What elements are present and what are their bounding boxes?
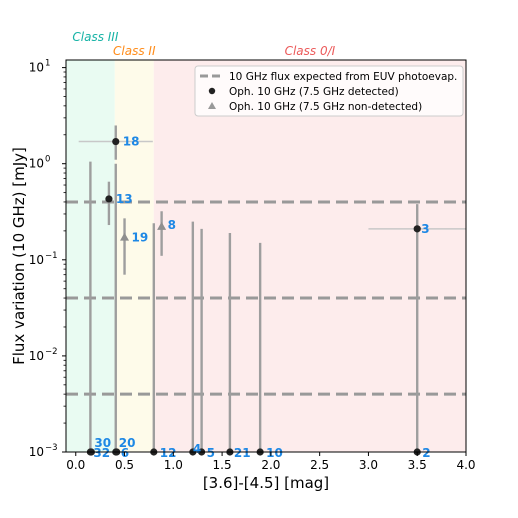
y-tick-label: 10 — [29, 445, 44, 459]
point-label: 30 — [94, 436, 111, 450]
legend-marker — [208, 102, 216, 109]
point-label: 3 — [421, 222, 429, 236]
point-label: 8 — [168, 218, 176, 232]
y-tick-exponent: 1 — [45, 59, 50, 69]
point-label: 4 — [193, 442, 201, 456]
data-point — [413, 225, 421, 233]
euv-reference-lines — [66, 200, 466, 396]
y-tick-exponent: −2 — [45, 347, 58, 357]
x-tick-label: 2.5 — [310, 458, 329, 472]
legend-marker — [208, 87, 216, 95]
x-tick-label: 0.0 — [66, 458, 85, 472]
x-tick-label: 2.0 — [261, 458, 280, 472]
point-label: 32 — [93, 446, 110, 460]
class-region — [114, 60, 154, 452]
legend-label: Oph. 10 GHz (7.5 GHz non-detected) — [229, 101, 422, 113]
class-region-label: Class 0/I — [285, 44, 336, 58]
point-label: 18 — [123, 135, 140, 149]
point-label: 5 — [207, 446, 215, 460]
x-tick-label: 3.5 — [408, 458, 427, 472]
data-point — [105, 195, 113, 203]
y-tick-label: 10 — [29, 253, 44, 267]
class-regions — [66, 60, 466, 452]
point-label: 2 — [422, 446, 430, 460]
class-region-label: Class III — [72, 30, 118, 44]
y-tick-label: 10 — [29, 349, 44, 363]
class-region-label: Class II — [113, 44, 156, 58]
y-tick-exponent: 0 — [45, 155, 50, 165]
y-tick-exponent: −3 — [45, 443, 58, 453]
x-tick-label: 4.0 — [456, 458, 475, 472]
x-axis-ticks: 0.0 0.5 1.0 1.5 2.0 2.5 3.0 3.5 4.0 — [66, 452, 476, 472]
legend-label: Oph. 10 GHz (7.5 GHz detected) — [229, 86, 399, 98]
plot-frame — [65, 59, 467, 453]
legend-box — [194, 65, 464, 117]
x-tick-label: 3.0 — [359, 458, 378, 472]
y-tick-label: 10 — [29, 61, 44, 75]
class-region — [153, 60, 466, 452]
data-point — [120, 232, 130, 241]
x-tick-label: 1.0 — [164, 458, 183, 472]
y-axis-label: Flux variation (10 GHz) [mJy] — [10, 147, 28, 365]
point-label: 20 — [119, 436, 136, 450]
x-axis-label: [3.6]-[4.5] [mag] — [203, 474, 329, 492]
legend-label: 10 GHz flux expected from EUV photoevap. — [229, 71, 457, 83]
y-tick-label: 10 — [29, 157, 44, 171]
point-label: 19 — [132, 231, 149, 245]
point-label: 21 — [234, 446, 251, 460]
x-tick-label: 1.5 — [213, 458, 232, 472]
data-point — [112, 137, 120, 146]
data-point — [157, 221, 167, 230]
point-label: 10 — [266, 446, 283, 460]
point-label: 13 — [116, 192, 133, 206]
point-label: 12 — [160, 446, 177, 460]
legend: 10 GHz flux expected from EUV photoevap.… — [194, 65, 464, 117]
y-tick-exponent: −1 — [45, 251, 58, 261]
x-tick-label: 0.5 — [115, 458, 134, 472]
